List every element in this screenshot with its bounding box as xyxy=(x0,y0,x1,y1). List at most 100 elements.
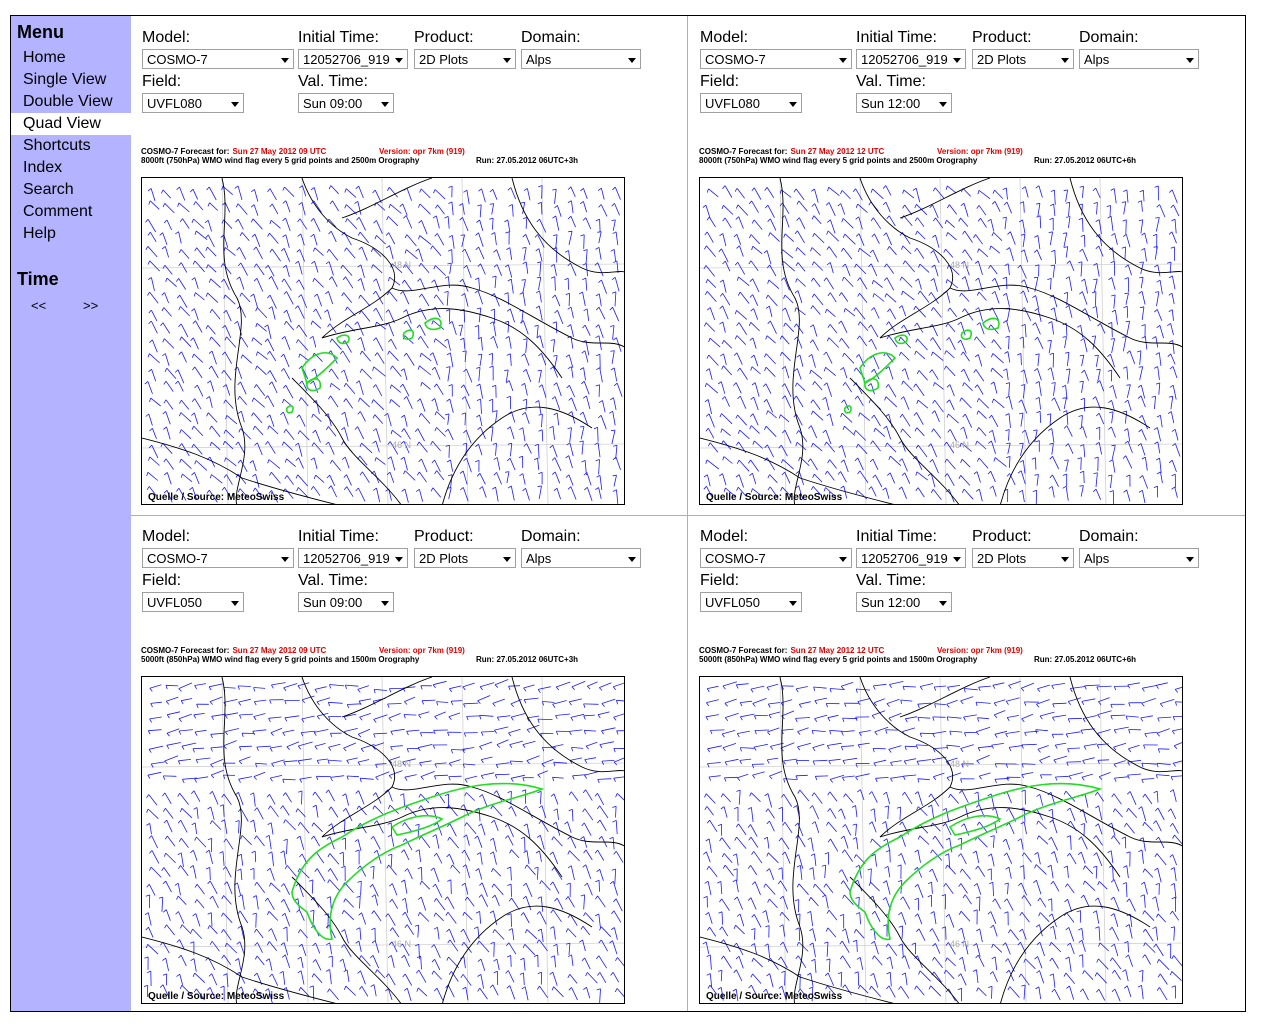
wind-barb xyxy=(465,397,470,409)
wind-barb-flag xyxy=(1033,430,1037,431)
wind-barb xyxy=(800,355,803,367)
model-select[interactable]: COSMO-7 xyxy=(142,49,294,69)
forecast-header: COSMO-7 Forecast for:Sun 27 May 2012 12 … xyxy=(699,646,884,655)
wind-barb xyxy=(437,853,442,863)
wind-barb xyxy=(420,912,429,921)
wind-barb xyxy=(919,370,928,380)
wind-barb xyxy=(1126,293,1129,305)
wind-barb-flag xyxy=(178,853,181,855)
domain-select[interactable]: Alps xyxy=(1079,49,1199,69)
field-select[interactable]: UVFL050 xyxy=(142,592,244,612)
wind-barb xyxy=(1024,822,1026,834)
wind-barb-flag xyxy=(933,734,935,738)
wind-barb-flag xyxy=(933,777,936,780)
domain-select[interactable]: Alps xyxy=(521,548,641,568)
wind-barb xyxy=(935,400,944,412)
wind-barb xyxy=(510,458,515,470)
val-time-select[interactable]: Sun 09:00 xyxy=(298,592,394,612)
wind-barb-flag xyxy=(1093,188,1096,191)
wind-barb-flag xyxy=(195,231,196,235)
time-prev-link[interactable]: << xyxy=(31,298,46,313)
wind-barb xyxy=(785,430,791,443)
wind-barb-flag xyxy=(297,325,299,328)
wind-barb-flag xyxy=(206,325,208,329)
menu-item-home[interactable]: Home xyxy=(11,47,131,69)
wind-barb-flag xyxy=(178,203,179,207)
wind-barb-flag xyxy=(887,704,890,707)
wind-barb xyxy=(617,957,624,966)
wind-barb-flag xyxy=(914,413,917,416)
wind-barb xyxy=(1160,415,1162,427)
wind-barb-flag xyxy=(1003,369,1007,371)
wind-barb xyxy=(270,233,279,243)
menu-item-index[interactable]: Index xyxy=(11,157,131,179)
product-select[interactable]: 2D Plots xyxy=(414,548,516,568)
product-select[interactable]: 2D Plots xyxy=(414,49,516,69)
wind-barb-flag xyxy=(722,366,724,370)
wind-barb xyxy=(434,775,448,776)
initial-time-select[interactable]: 12052706_919 xyxy=(298,548,408,568)
initial-time-select[interactable]: 12052706_919 xyxy=(298,49,408,69)
wind-barb-flag xyxy=(751,689,753,692)
wind-barb-flag xyxy=(238,926,241,928)
initial-time-select[interactable]: 12052706_919 xyxy=(856,548,966,568)
wind-barb-flag xyxy=(538,370,542,371)
wind-barb xyxy=(526,488,530,500)
model-select[interactable]: COSMO-7 xyxy=(700,49,852,69)
field-select[interactable]: UVFL080 xyxy=(700,93,802,113)
menu-item-comment[interactable]: Comment xyxy=(11,201,131,223)
wind-barb-flag xyxy=(813,474,815,478)
model-select[interactable]: COSMO-7 xyxy=(142,548,294,568)
time-next-link[interactable]: >> xyxy=(83,298,98,313)
wind-barb xyxy=(497,716,510,718)
wind-barb-flag xyxy=(148,232,150,235)
menu-item-search[interactable]: Search xyxy=(11,179,131,201)
wind-barb xyxy=(948,323,955,332)
wind-barb-flag xyxy=(342,293,344,296)
menu-item-quad-view[interactable]: Quad View xyxy=(11,113,131,135)
wind-barb xyxy=(598,793,604,805)
wind-barb xyxy=(768,809,774,819)
wind-barb-flag xyxy=(146,944,148,948)
menu-item-double-view[interactable]: Double View xyxy=(11,91,131,113)
menu-item-help[interactable]: Help xyxy=(11,223,131,245)
wind-barb-flag xyxy=(267,351,269,354)
product-select[interactable]: 2D Plots xyxy=(972,548,1074,568)
wind-barb xyxy=(1114,794,1122,805)
wind-barb xyxy=(178,381,183,391)
wind-barb-flag xyxy=(1112,310,1116,312)
val-time-select[interactable]: Sun 09:00 xyxy=(298,93,394,113)
wind-barb-flag xyxy=(358,278,361,281)
wind-barb xyxy=(150,201,159,210)
wind-barb-flag xyxy=(903,205,905,208)
domain-select[interactable]: Alps xyxy=(521,49,641,69)
wind-barb xyxy=(753,772,765,775)
field-select[interactable]: UVFL080 xyxy=(142,93,244,113)
val-time-select[interactable]: Sun 12:00 xyxy=(856,93,952,113)
initial-time-select[interactable]: 12052706_919 xyxy=(856,49,966,69)
menu-item-single-view[interactable]: Single View xyxy=(11,69,131,91)
wind-barb-flag xyxy=(830,779,833,782)
wind-barb-flag xyxy=(874,428,875,432)
wind-barb-flag xyxy=(974,472,977,474)
product-select[interactable]: 2D Plots xyxy=(972,49,1074,69)
wind-barb-flag xyxy=(489,366,493,368)
wind-barb-flag xyxy=(210,702,213,705)
wind-barb-flag xyxy=(269,382,272,385)
wind-barb-flag xyxy=(929,794,931,797)
val-time-select[interactable]: Sun 12:00 xyxy=(856,592,952,612)
field-select[interactable]: UVFL050 xyxy=(700,592,802,612)
domain-select[interactable]: Alps xyxy=(1079,548,1199,568)
wind-barb-flag xyxy=(432,321,433,325)
wind-barb-flag xyxy=(163,881,166,884)
menu-item-shortcuts[interactable]: Shortcuts xyxy=(11,135,131,157)
wind-barb-flag xyxy=(595,488,598,490)
wind-barb xyxy=(362,443,373,453)
wind-barb-flag xyxy=(858,278,860,281)
wind-barb xyxy=(1023,460,1025,473)
wind-barb-flag xyxy=(221,264,223,267)
wind-barb-flag xyxy=(1096,220,1100,222)
wind-barb xyxy=(753,473,756,484)
wind-barb-flag xyxy=(1063,411,1067,413)
model-select[interactable]: COSMO-7 xyxy=(700,548,852,568)
